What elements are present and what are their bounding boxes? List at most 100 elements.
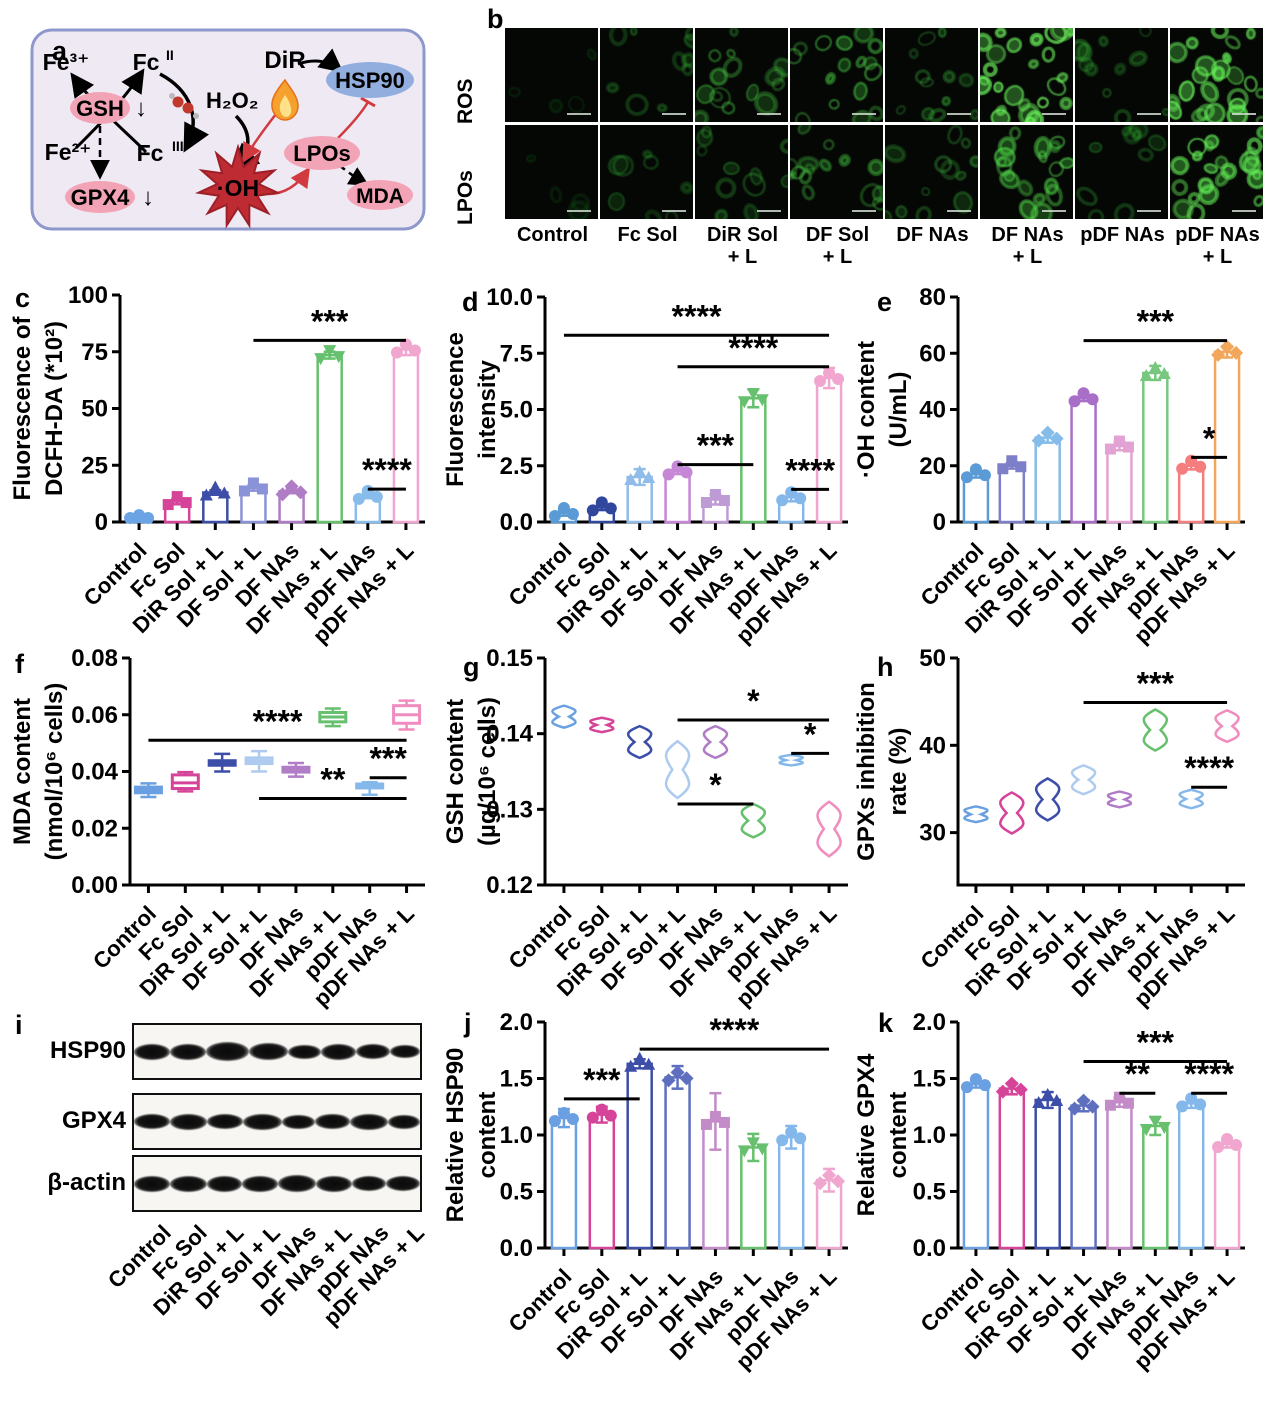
panel-label-g: g: [463, 652, 480, 682]
data-point: [586, 504, 599, 517]
micrograph-cell: [695, 125, 788, 219]
micrograph-col-label: pDF NAs + L: [1175, 224, 1260, 268]
data-point: [557, 1107, 570, 1120]
data-point: [1015, 461, 1027, 473]
data-point: [1004, 1076, 1019, 1091]
significance-stars: ***: [1137, 1025, 1175, 1061]
violin: [702, 724, 729, 760]
data-point: [662, 468, 675, 481]
significance-stars: **: [1125, 1056, 1150, 1092]
y-tick-label: 5.0: [500, 397, 533, 424]
data-point: [1031, 433, 1046, 448]
significance-stars: ***: [697, 428, 735, 464]
panel-label-f: f: [15, 649, 24, 679]
data-point: [323, 345, 337, 358]
bar: [740, 397, 767, 524]
violin: [589, 716, 615, 734]
bar: [1213, 1142, 1241, 1250]
y-tick-label: 0.14: [486, 721, 533, 748]
y-tick-label: 50: [81, 396, 108, 423]
protein-band: [134, 1043, 171, 1060]
gpx4-down-arrow: ↓: [142, 184, 154, 211]
data-point: [670, 1065, 685, 1080]
significance-stars: ****: [709, 1012, 759, 1048]
data-point: [256, 483, 268, 495]
data-point: [1229, 345, 1244, 360]
data-point: [709, 1110, 721, 1122]
scale-bar: [1232, 210, 1256, 212]
significance-stars: **: [320, 761, 345, 797]
inhibit-bar: [360, 96, 376, 108]
h-atom: [169, 93, 175, 99]
gsh-down-arrow: ↓: [135, 95, 147, 122]
y-tick-label: 75: [81, 339, 108, 366]
y-tick-label: 0.12: [486, 872, 533, 899]
data-point: [737, 396, 751, 409]
micrograph-col-label: DF Sol + L: [805, 224, 870, 268]
y-tick-label: 0.0: [500, 1235, 533, 1262]
data-point: [718, 495, 730, 506]
panel-label-d: d: [462, 287, 479, 317]
micrograph-cell: [885, 28, 978, 122]
bar: [664, 1076, 691, 1250]
panel-label-b: b: [487, 4, 504, 34]
data-point: [162, 499, 174, 511]
fe3-label: Fe³⁺: [43, 49, 90, 75]
violin: [963, 805, 989, 824]
data-point: [709, 489, 721, 500]
data-point: [1194, 1098, 1207, 1111]
data-point: [831, 1174, 846, 1189]
micrograph-col-label: DiR Sol + L: [706, 224, 779, 268]
y-tick-label: 10.0: [486, 284, 533, 311]
data-point: [1086, 393, 1099, 406]
significance-stars: ***: [1137, 304, 1175, 340]
y-tick-label: 0: [933, 509, 946, 536]
data-point: [142, 512, 155, 524]
data-point: [180, 497, 192, 509]
lpos-node: [284, 136, 360, 170]
y-tick-label: 30: [919, 820, 946, 847]
violin: [1142, 708, 1168, 752]
data-point: [1176, 1100, 1189, 1113]
blot-strip-bactin: [132, 1155, 422, 1212]
micrograph-cell: [600, 125, 693, 219]
hsp90-label: HSP90: [335, 68, 405, 93]
panel-label-h: h: [877, 652, 894, 682]
blot-label-hsp90: HSP90: [49, 1037, 126, 1064]
micrograph-col-label: DF NAs: [896, 224, 969, 246]
data-point: [1040, 425, 1055, 440]
data-point: [208, 480, 222, 493]
data-point: [1104, 443, 1116, 455]
fc3-sup: III: [172, 138, 184, 154]
y-axis-label: (nmol/10⁶ cells): [41, 683, 68, 861]
h2o2-label: H₂O₂: [206, 88, 259, 113]
bar: [550, 1116, 578, 1250]
y-tick-label: 0.5: [500, 1179, 533, 1206]
micrograph-col-label: Control: [516, 224, 589, 246]
protein-band: [169, 1175, 207, 1192]
data-point: [823, 367, 836, 379]
data-point: [293, 485, 308, 500]
significance-stars: *: [1203, 420, 1216, 456]
data-point: [642, 471, 656, 483]
y-tick-label: 0.02: [71, 815, 118, 842]
protein-band: [388, 1114, 420, 1129]
data-point: [1113, 435, 1125, 447]
violin: [740, 802, 766, 839]
protein-band: [207, 1114, 244, 1129]
bar: [316, 353, 343, 524]
micrograph-cell: [695, 28, 788, 122]
micrograph-cell: [980, 125, 1073, 219]
violin: [1178, 788, 1204, 810]
micrograph-cell: [980, 28, 1073, 122]
data-point: [370, 490, 383, 503]
micrograph-cell: [885, 125, 978, 219]
h-atom: [193, 113, 199, 119]
blot-strip-gpx4: [132, 1093, 422, 1150]
data-point: [1041, 1087, 1055, 1100]
mda-label: MDA: [356, 185, 404, 208]
